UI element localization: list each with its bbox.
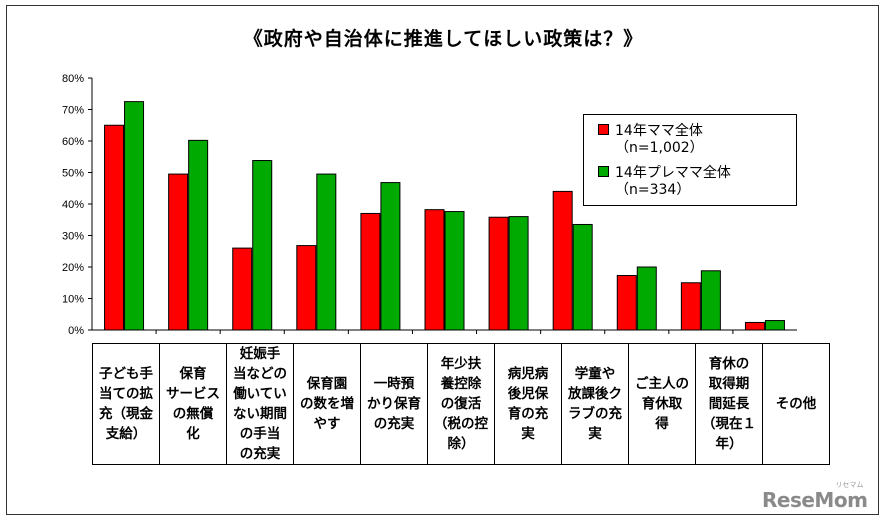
bar-mama [552,190,573,331]
category-label: 一時預 かり保育 の充実 [360,343,428,465]
y-tick-label: 70% [62,105,84,117]
y-tick-label: 0% [68,325,84,337]
legend-note-mama: （n=1,002） [615,140,704,156]
legend-item-mama: 14年ママ全体 （n=1,002） [598,123,704,157]
bar-mama [744,321,765,331]
logo-text: ReseMom [762,488,868,512]
chart-title: 《政府や自治体に推進してほしい政策は？》 [243,28,644,50]
chart-frame [6,5,879,515]
bar-mama [680,282,701,331]
bar-premama [188,139,209,331]
bar-mama [296,245,317,331]
legend-label-premama: 14年プレママ全体 [615,165,731,181]
bar-premama [444,211,465,331]
y-tick-labels: 0% 10% 20% 30% 40% 50% 60% 70% 80% [62,73,84,337]
category-label: 保育園 の数を増 やす [293,343,361,465]
bar-premama [764,320,785,331]
logo-subtext: リセマム [835,481,864,489]
y-tick-label: 80% [62,73,84,85]
bar-mama [616,275,637,331]
category-label: 年少扶 養控除 の復活 （税の控 除） [427,343,495,465]
category-label: ご主人の 育休取 得 [628,343,696,465]
legend-note-premama: （n=334） [615,182,691,198]
category-label: 病児病 後児保 育の充 実 [494,343,562,465]
y-tick-label: 40% [62,199,84,211]
legend-label-mama: 14年ママ全体 [615,123,703,139]
bar-premama [700,270,721,331]
category-label: その他 [762,343,830,465]
bar-premama [316,173,337,331]
legend-swatch-green [598,165,609,177]
category-table: 子ども手 当ての拡 充（現金 支給） 保育 サービス の無償 化 妊娠手 当など… [92,343,830,465]
bar-mama [168,173,189,331]
y-tick-label: 30% [62,231,84,243]
bar-premama [124,101,145,331]
y-tick-label: 50% [62,168,84,180]
bars [104,101,785,331]
bar-mama [360,212,381,331]
category-label: 学童や 放課後ク ラブの充 実 [561,343,629,465]
y-tick-label: 20% [62,262,84,274]
category-label: 子ども手 当ての拡 充（現金 支給） [92,343,160,465]
bar-premama [252,160,273,331]
category-label: 育休の 取得期 間延長 （現在１ 年） [695,343,763,465]
resemom-logo: ReseMom リセマム [762,481,868,512]
y-tick-label: 10% [62,294,84,306]
legend-item-premama: 14年プレママ全体 （n=334） [598,165,731,199]
bar-premama [636,266,657,331]
legend-swatch-red [598,123,609,135]
bar-mama [104,124,125,331]
bar-premama [380,182,401,331]
y-tick-label: 60% [62,136,84,148]
bar-mama [488,216,509,331]
bar-mama [424,209,445,331]
legend: 14年ママ全体 （n=1,002） 14年プレママ全体 （n=334） [583,114,797,206]
bar-premama [508,216,529,331]
bar-premama [572,223,593,331]
bar-mama [232,247,253,331]
category-label: 保育 サービス の無償 化 [159,343,227,465]
category-label: 妊娠手 当などの 働いてい ない期間 の手当 の充実 [226,343,294,465]
